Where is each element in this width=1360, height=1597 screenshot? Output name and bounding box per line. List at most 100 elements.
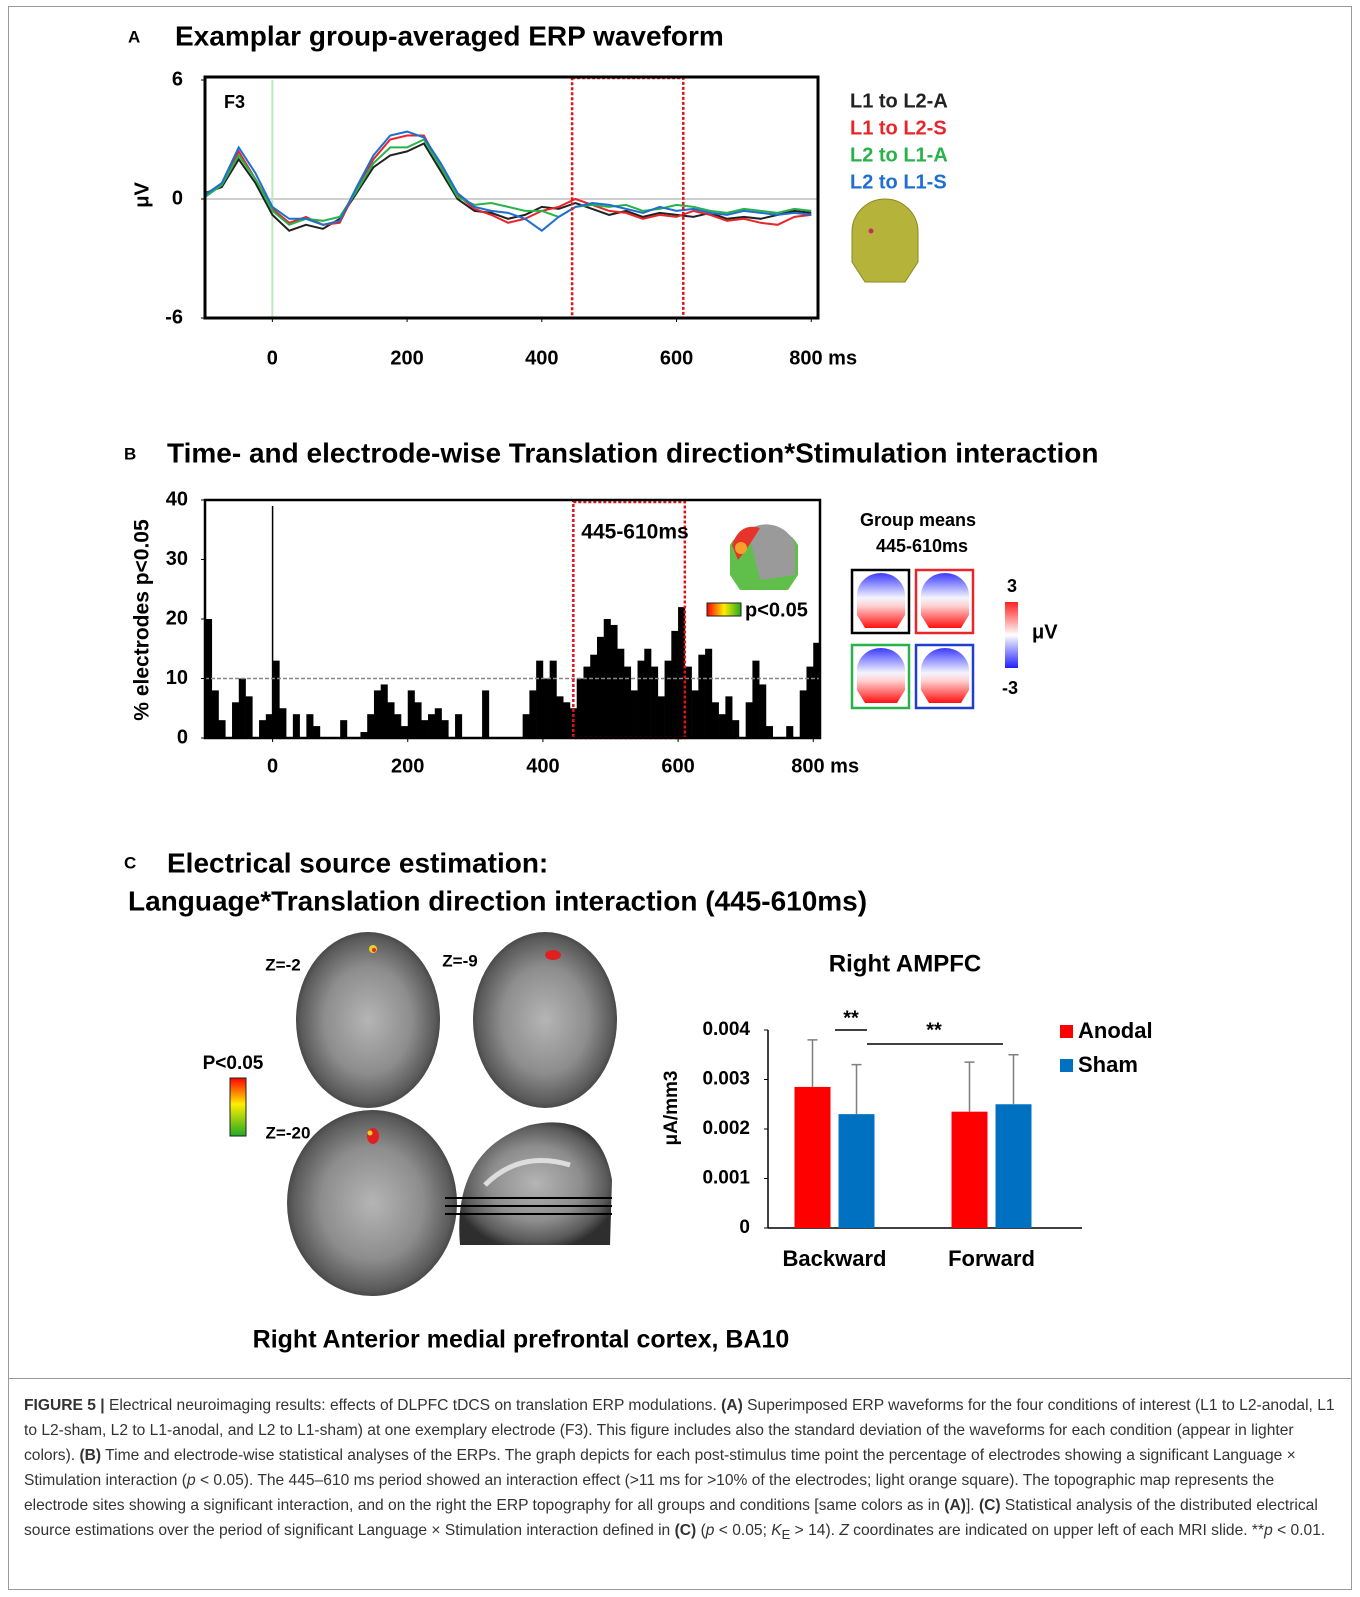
legend-swatch xyxy=(1060,1025,1073,1038)
bar xyxy=(838,1114,875,1228)
significance-topomap xyxy=(706,524,798,617)
bar xyxy=(813,642,821,738)
bar xyxy=(684,666,692,738)
bar xyxy=(705,648,713,738)
bar xyxy=(657,696,665,738)
bar xyxy=(624,666,632,738)
bar xyxy=(806,666,814,738)
bar xyxy=(306,714,314,738)
x-tick-label: 600 xyxy=(660,347,693,369)
caption-text: (C) xyxy=(978,1497,1001,1514)
bar xyxy=(265,714,273,738)
bar xyxy=(360,732,368,738)
group-means-window: 445-610ms xyxy=(876,536,968,556)
bar xyxy=(995,1104,1032,1228)
bar xyxy=(637,660,645,738)
legend-entry: L2 to L1-A xyxy=(850,144,948,166)
electrode-head-icon xyxy=(851,198,919,283)
scale-label: P<0.05 xyxy=(203,1053,264,1074)
bar xyxy=(441,720,449,738)
caption-text: Z xyxy=(839,1522,849,1539)
bar xyxy=(691,690,699,738)
bar xyxy=(718,714,726,738)
scale-unit: μV xyxy=(1032,621,1058,643)
chart-title: Right AMPFC xyxy=(829,950,981,977)
legend-swatch xyxy=(1060,1059,1073,1072)
bar xyxy=(799,690,807,738)
caption-text: (A) xyxy=(721,1397,743,1414)
legend-entry: L2 to L1-S xyxy=(850,171,947,193)
plot-frame xyxy=(203,75,820,320)
panel-letter: B xyxy=(124,444,136,463)
bar xyxy=(664,660,672,738)
caption-text: < 0.01. xyxy=(1272,1522,1326,1539)
waveform xyxy=(204,130,812,232)
chart-title: Time- and electrode-wise Translation dir… xyxy=(167,437,1098,468)
figure: A Examplar group-averaged ERP waveform F3 μ… xyxy=(124,20,1153,1354)
bar xyxy=(765,726,773,738)
caption-text: Electrical neuroimaging results: effects… xyxy=(108,1397,722,1414)
group-mean-topomaps xyxy=(850,568,1018,710)
caption-text: < 0.05; xyxy=(714,1522,772,1539)
bar xyxy=(536,660,544,738)
x-tick-label: 200 xyxy=(391,755,424,777)
slice-label: Z=-2 xyxy=(265,955,300,974)
slice-label: Z=-9 xyxy=(442,951,477,970)
mri-slices xyxy=(229,932,617,1296)
bar xyxy=(563,702,571,738)
bar xyxy=(752,660,760,738)
bar xyxy=(786,726,794,738)
caption-text: ( xyxy=(696,1522,706,1539)
y-axis-label: μV xyxy=(131,182,153,208)
bar xyxy=(259,720,267,738)
caption-text: p xyxy=(1264,1522,1273,1539)
scale-min: -3 xyxy=(1002,678,1018,698)
bar xyxy=(407,690,415,738)
y-tick-label: 0 xyxy=(172,187,183,209)
panel-letter: C xyxy=(124,853,136,872)
bar xyxy=(725,696,733,738)
x-tick-label: 200 xyxy=(390,347,423,369)
bar xyxy=(218,720,226,738)
plot-frame xyxy=(203,498,822,740)
legend-entry: L1 to L2-S xyxy=(850,117,947,139)
y-tick-label: 0 xyxy=(739,1217,750,1238)
y-axis-label: % electrodes p<0.05 xyxy=(131,519,154,721)
error-bar xyxy=(807,1039,818,1087)
caption-text: Superimposed ERP waveforms for the four … xyxy=(24,1397,1335,1464)
significance-label: ** xyxy=(926,1019,942,1041)
window-label: 445-610ms xyxy=(581,521,688,544)
region-label: Right Anterior medial prefrontal cortex,… xyxy=(253,1326,790,1354)
bar xyxy=(400,726,409,738)
chart-title: Examplar group-averaged ERP waveform xyxy=(175,20,724,51)
bar xyxy=(576,678,584,738)
bar xyxy=(644,648,652,738)
bar xyxy=(583,666,591,738)
waveform xyxy=(204,134,812,226)
bar xyxy=(434,708,442,738)
bar xyxy=(292,714,300,738)
bar xyxy=(590,654,598,738)
bar xyxy=(759,684,767,738)
bar xyxy=(678,607,686,738)
caption-text: E xyxy=(781,1527,791,1543)
bar xyxy=(455,714,463,738)
bar xyxy=(951,1111,988,1228)
bar xyxy=(211,690,219,738)
bar xyxy=(698,654,706,738)
x-tick-label: 800 ms xyxy=(789,347,857,369)
legend-entry: Anodal xyxy=(1078,1018,1153,1043)
bar xyxy=(428,714,436,738)
x-tick-label: 0 xyxy=(267,347,278,369)
bar xyxy=(380,684,388,738)
map-label: p<0.05 xyxy=(745,599,808,621)
bar xyxy=(556,696,564,738)
bar xyxy=(630,690,638,738)
bar xyxy=(387,702,395,738)
y-tick-label: 0.001 xyxy=(702,1168,750,1189)
caption-text: coordinates are indicated on upper left … xyxy=(848,1522,1265,1539)
caption-text: Statistical analysis of the distributed … xyxy=(24,1497,1318,1539)
bar xyxy=(482,690,490,738)
error-bar xyxy=(964,1061,975,1112)
x-tick-label: 400 xyxy=(525,347,558,369)
